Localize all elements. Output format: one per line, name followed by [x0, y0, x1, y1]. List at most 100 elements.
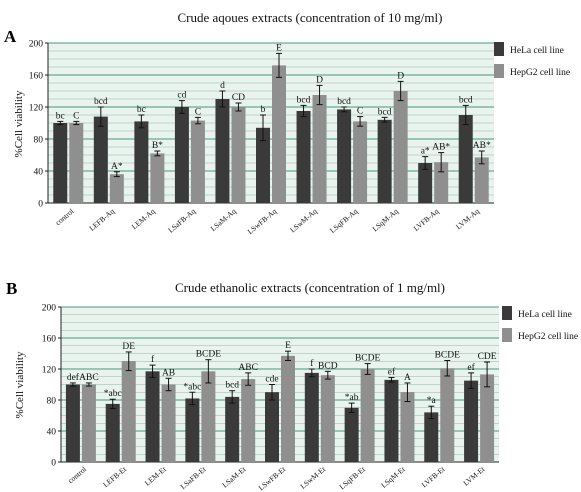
bar-hepg2-lsafb-aq — [190, 120, 205, 203]
bar-hepg2-lsafb-et — [201, 371, 216, 462]
y-tick-label: 160 — [42, 335, 57, 345]
significance-label: cd — [177, 91, 186, 101]
category-label: LVM-Et — [461, 464, 487, 488]
category-label: LEM-Aq — [130, 206, 157, 231]
significance-label: bcd — [459, 95, 473, 105]
significance-label: D — [397, 71, 404, 81]
significance-label: bcd — [337, 97, 351, 107]
category-label: LSqM-Et — [379, 464, 407, 490]
y-tick-label: 200 — [42, 304, 57, 314]
bar-hela-lsqfb-aq — [337, 109, 352, 203]
bar-hepg2-lefb-aq — [109, 174, 124, 203]
bar-hela-control — [53, 123, 68, 203]
bar-hepg2-lvfb-aq — [434, 162, 449, 203]
significance-label: def — [67, 372, 80, 383]
panel-a-title: Crude aqoues extracts (concentration of … — [178, 10, 443, 25]
significance-label: AB* — [432, 143, 450, 153]
legend-label: HeLa cell line — [518, 310, 572, 320]
y-tick-label: 200 — [29, 40, 44, 50]
legend-label: HepG2 cell line — [510, 68, 570, 78]
significance-label: ABC — [238, 363, 258, 373]
y-tick-label: 120 — [29, 104, 44, 114]
bar-hela-lefb-aq — [93, 116, 108, 203]
category-label: LSaM-Et — [220, 464, 248, 489]
category-label: LSqFB-Et — [338, 464, 368, 491]
bar-hepg2-lswfb-et — [281, 355, 295, 462]
bar-hela-lem-aq — [134, 121, 149, 203]
significance-label: A — [404, 373, 411, 383]
category-label: LSaFB-Et — [179, 464, 209, 491]
bar-hela-lsafb-et — [185, 398, 200, 462]
bar-hela-lvfb-et — [424, 412, 439, 462]
significance-label: f — [151, 354, 155, 365]
significance-label: AB* — [473, 141, 491, 151]
significance-label: C — [73, 111, 79, 121]
panel-a-letter: A — [4, 27, 17, 46]
category-label: LVFB-Aq — [412, 206, 441, 232]
bar-hela-lsqm-et — [384, 379, 399, 462]
significance-label: D — [316, 75, 323, 85]
bar-hepg2-lsqm-et — [400, 392, 415, 462]
significance-label: bcd — [94, 97, 108, 107]
significance-label: CDE — [478, 352, 497, 362]
significance-label: ABC — [79, 373, 99, 383]
legend-label: HeLa cell line — [510, 46, 564, 56]
significance-label: BCDE — [196, 350, 222, 360]
significance-label: *ab — [345, 393, 359, 403]
category-label: control — [66, 465, 88, 486]
bar-hepg2-control — [81, 384, 96, 462]
panel-b-ylabel: %Cell viability — [14, 351, 26, 418]
legend-swatch — [502, 306, 512, 320]
bar-hepg2-lsam-aq — [231, 107, 246, 203]
category-label: LSwFB-Et — [257, 464, 288, 492]
bar-hepg2-control — [69, 123, 84, 203]
category-label: LSqM-Aq — [371, 206, 401, 233]
bar-hepg2-lefb-et — [121, 361, 136, 462]
significance-label: *a — [427, 396, 437, 406]
y-tick-label: 120 — [42, 366, 57, 376]
significance-label: *abc — [183, 382, 201, 392]
bar-hela-lvm-et — [464, 380, 479, 462]
significance-label: d — [220, 81, 225, 91]
legend-swatch — [494, 42, 504, 56]
bar-hepg2-lem-aq — [150, 153, 165, 203]
significance-label: CD — [232, 93, 245, 103]
category-label: LEFB-Et — [101, 464, 129, 489]
bar-hepg2-lsam-et — [241, 379, 256, 462]
bar-hepg2-lvfb-et — [440, 368, 455, 462]
panel-b-title: Crude ethanolic extracts (concentration … — [175, 280, 445, 295]
y-tick-label: 80 — [47, 397, 57, 407]
bar-hela-lswm-aq — [296, 111, 311, 203]
y-tick-label: 0 — [38, 200, 43, 210]
bar-hela-control — [65, 384, 80, 462]
category-label: LEM-Et — [143, 464, 169, 488]
category-label: LSwM-Aq — [288, 206, 319, 234]
bar-hela-lswm-et — [304, 372, 319, 462]
bar-hepg2-lswm-et — [320, 375, 335, 462]
category-label: LSwFB-Aq — [246, 206, 279, 236]
significance-label: f — [310, 358, 314, 369]
significance-label: B* — [152, 141, 163, 151]
bar-hepg2-lswm-aq — [312, 95, 327, 203]
significance-label: cde — [265, 375, 278, 385]
significance-label: C — [357, 107, 363, 117]
y-tick-label: 40 — [47, 428, 57, 438]
category-label: LSaFB-Aq — [166, 206, 197, 234]
y-tick-label: 40 — [34, 168, 44, 178]
bar-hela-lswfb-aq — [256, 127, 270, 203]
significance-label: bcd — [225, 381, 239, 391]
bar-hela-lem-et — [145, 371, 160, 462]
significance-label: bc — [137, 105, 146, 115]
legend-swatch — [494, 64, 504, 78]
significance-label: BCDE — [435, 350, 461, 360]
bar-hepg2-lvm-et — [480, 374, 495, 462]
y-tick-label: 160 — [29, 72, 44, 82]
significance-label: bc — [56, 111, 65, 121]
significance-label: a* — [421, 147, 430, 157]
legend-swatch — [502, 328, 512, 342]
category-label: LSqFB-Aq — [328, 206, 360, 234]
bar-hepg2-lsqfb-aq — [353, 121, 368, 203]
